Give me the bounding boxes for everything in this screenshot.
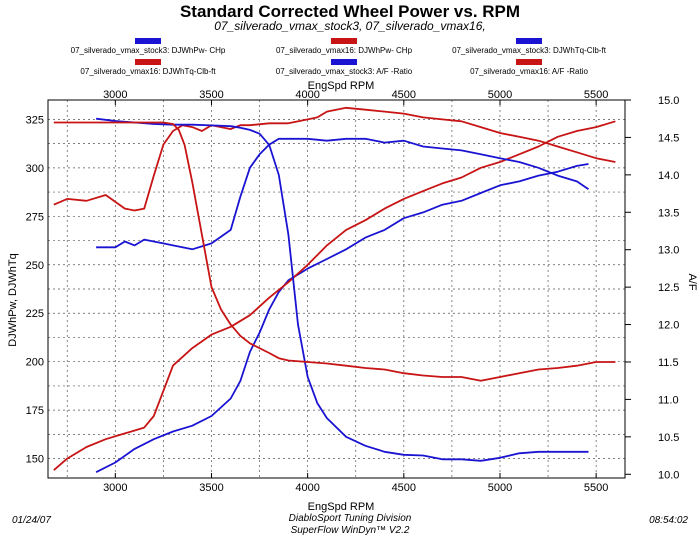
y-tick-label-right: 12.5 (658, 282, 679, 294)
x-tick-label-bottom: 3000 (103, 482, 127, 494)
legend-swatch-5 (331, 59, 357, 65)
y-tick-label-right: 11.5 (658, 357, 679, 369)
y-tick-label-right: 13.0 (658, 245, 679, 257)
series-line-3 (96, 137, 590, 251)
footer-date: 01/24/07 (12, 515, 51, 526)
legend-swatch-6 (516, 59, 542, 65)
y-tick-label-left: 325 (26, 114, 44, 126)
series-line-5 (95, 117, 589, 462)
legend-label-4: 07_silverado_vmax16: DJWhTq-Clb-ft (80, 67, 216, 76)
y-tick-label-right: 14.5 (658, 132, 679, 144)
x-tick-label-top: 5000 (488, 89, 512, 101)
x-tick-label-bottom: 3500 (199, 482, 223, 494)
plot-frame (47, 99, 626, 479)
y-tick-label-right: 12.0 (658, 320, 679, 332)
chart-subtitle: 07_silverado_vmax_stock3, 07_silverado_v… (214, 19, 486, 33)
x-tick-label-top: 4500 (392, 89, 416, 101)
y-axis-label-right: A/F (686, 273, 698, 290)
x-tick-label-top: 5500 (584, 89, 608, 101)
footer-time: 08:54:02 (649, 515, 688, 526)
legend-label-3: 07_silverado_vmax_stock3: DJWhTq-Clb-ft (452, 46, 606, 55)
series-line-4 (53, 106, 616, 212)
x-tick-label-top: 3000 (103, 89, 127, 101)
y-tick-label-left: 250 (26, 260, 44, 272)
legend-swatch-2 (331, 38, 357, 44)
y-tick-label-right: 14.0 (658, 170, 679, 182)
x-tick-label-bottom: 4500 (392, 482, 416, 494)
x-tick-label-top: 4000 (295, 89, 319, 101)
y-tick-label-right: 10.0 (658, 469, 679, 481)
y-axis-label-left: DJWhPw, DJWhTq (7, 253, 19, 347)
y-tick-label-right: 13.5 (658, 207, 679, 219)
x-axis-label-bottom: EngSpd RPM (308, 501, 375, 513)
y-tick-label-left: 175 (26, 405, 44, 417)
axis-ticks: 3000 3000 3500 3500 4000 4000 4500 4500 5000 5000… (26, 89, 680, 494)
legend-label-5: 07_silverado_vmax_stock3: A/F -Ratio (275, 67, 413, 76)
series-line-2 (53, 120, 616, 471)
series-lines (53, 106, 616, 474)
x-tick-label-top: 3500 (199, 89, 223, 101)
footer-company: DiabloSport Tuning Division (288, 513, 412, 524)
series-line-1 (95, 163, 589, 474)
y-tick-label-right: 15.0 (658, 95, 679, 107)
footer-software: SuperFlow WinDyn™ V2.2 (290, 525, 410, 536)
legend-swatch-4 (135, 59, 161, 65)
legend-label-2: 07_silverado_vmax16: DJWhPw- CHp (275, 46, 413, 55)
legend-label-1: 07_silverado_vmax_stock3: DJWhPw- CHp (70, 46, 226, 55)
legend-label-6: 07_silverado_vmax16: A/F -Ratio (470, 67, 588, 76)
y-tick-label-right: 11.0 (658, 394, 679, 406)
x-tick-label-bottom: 5500 (584, 482, 608, 494)
y-tick-label-left: 200 (26, 357, 44, 369)
y-tick-label-left: 225 (26, 308, 44, 320)
grid-lines (48, 100, 625, 478)
legend-swatch-1 (135, 38, 161, 44)
x-tick-label-bottom: 5000 (488, 482, 512, 494)
y-tick-label-left: 275 (26, 211, 44, 223)
x-tick-label-bottom: 4000 (295, 482, 319, 494)
chart-title: Standard Corrected Wheel Power vs. RPM (179, 2, 521, 21)
y-tick-label-left: 300 (26, 163, 44, 175)
y-tick-label-left: 150 (26, 454, 44, 466)
x-axis-label-top: EngSpd RPM (308, 80, 375, 92)
series-line-6 (53, 121, 616, 382)
y-tick-label-right: 10.5 (658, 432, 679, 444)
legend-swatch-3 (516, 38, 542, 44)
